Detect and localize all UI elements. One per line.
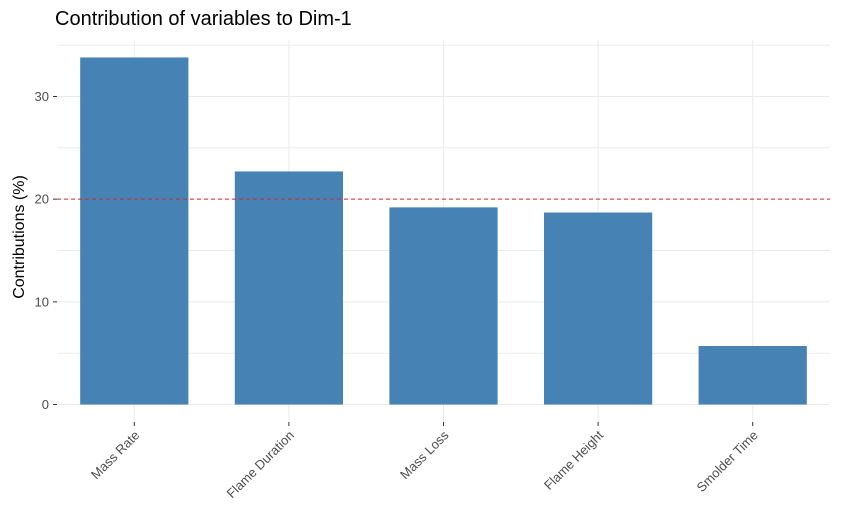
x-tick-label: Smolder Time (694, 428, 761, 495)
y-tick-label: 30 (35, 89, 49, 104)
bar (698, 346, 807, 405)
y-tick-label: 10 (35, 294, 49, 309)
y-tick-label: 20 (35, 192, 49, 207)
bar (80, 57, 189, 405)
bar (543, 212, 653, 405)
bar (389, 207, 498, 405)
y-tick-label: 0 (42, 397, 49, 412)
x-tick-label: Mass Rate (88, 428, 143, 483)
chart-title: Contribution of variables to Dim-1 (55, 8, 352, 30)
x-tick-label: Flame Height (541, 427, 607, 493)
x-tick-label: Mass Loss (397, 427, 452, 482)
x-tick-label: Flame Duration (224, 428, 297, 501)
bars (80, 57, 807, 405)
y-axis-title: Contributions (%) (11, 175, 28, 299)
bar (234, 171, 344, 405)
